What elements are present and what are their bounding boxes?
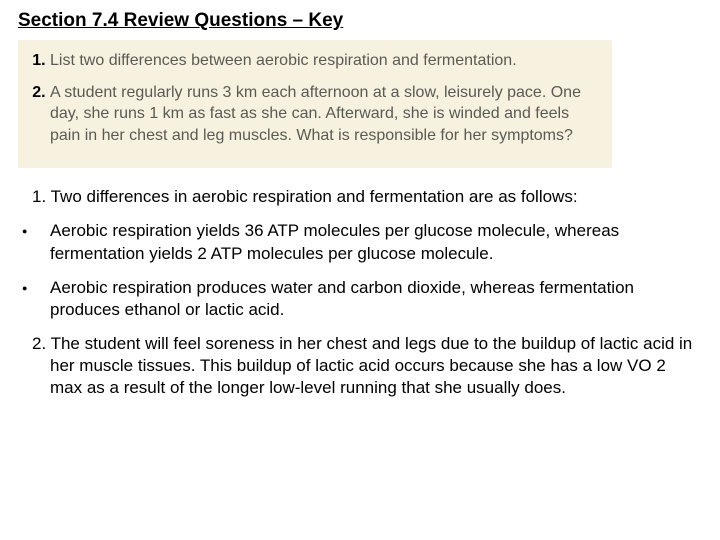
answer-1-bullet-1: Aerobic respiration yields 36 ATP molecu… <box>18 220 702 264</box>
answer-1-intro: 1. Two differences in aerobic respiratio… <box>18 186 702 208</box>
answer-2: 2. The student will feel soreness in her… <box>18 333 702 399</box>
answer-1-bullets: Aerobic respiration yields 36 ATP molecu… <box>18 220 702 320</box>
question-2: A student regularly runs 3 km each after… <box>50 82 600 147</box>
answers-block: 1. Two differences in aerobic respiratio… <box>18 186 702 399</box>
answer-1-bullet-2: Aerobic respiration produces water and c… <box>18 277 702 321</box>
page-title: Section 7.4 Review Questions – Key <box>18 10 702 32</box>
question-1: List two differences between aerobic res… <box>50 50 600 72</box>
slide: Section 7.4 Review Questions – Key List … <box>0 0 720 399</box>
question-2-text: A student regularly runs 3 km each after… <box>50 84 581 144</box>
question-list: List two differences between aerobic res… <box>30 50 600 146</box>
question-image-box: List two differences between aerobic res… <box>18 40 612 168</box>
question-1-text: List two differences between aerobic res… <box>50 52 517 69</box>
